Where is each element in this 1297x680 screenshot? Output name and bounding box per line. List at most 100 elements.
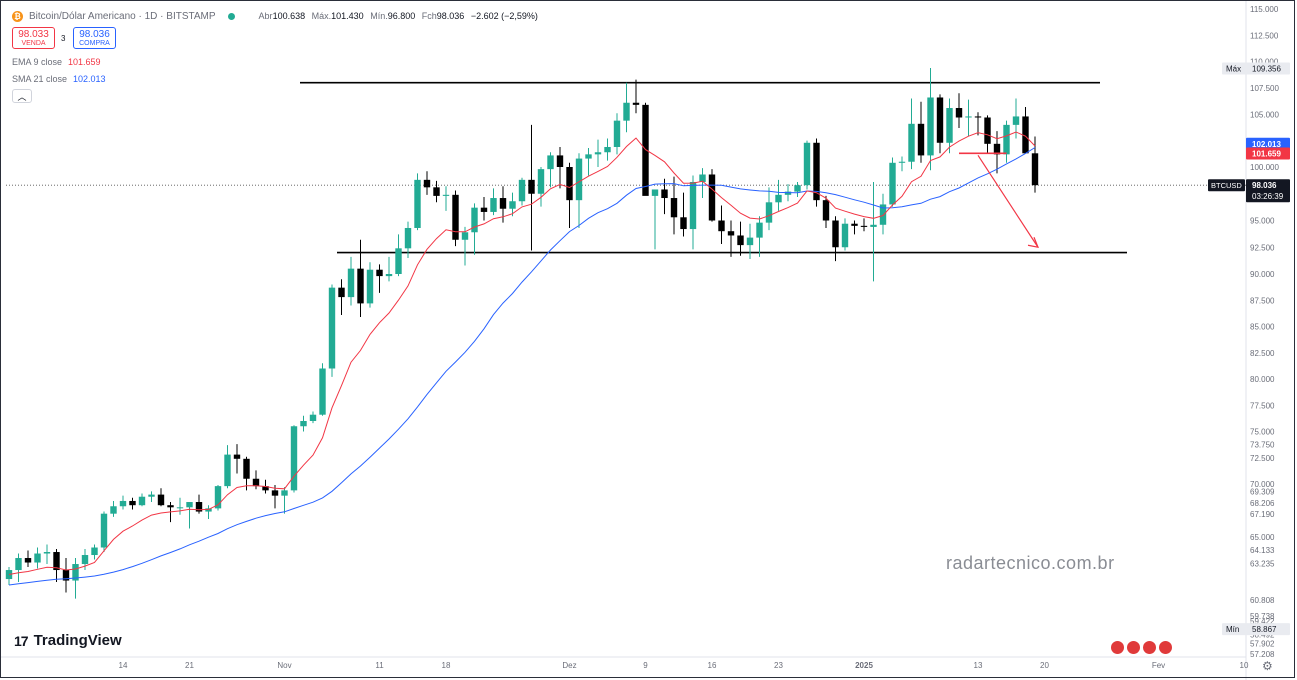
x-tick-label: Fev [1152, 661, 1165, 670]
y-tick-label: 59.738 [1250, 612, 1275, 621]
high-value: 101.430 [331, 11, 364, 21]
y-tick-label: 64.133 [1250, 546, 1275, 555]
candle-body [756, 222, 763, 238]
x-tick-label: 11 [375, 661, 384, 670]
candle-body [632, 102, 640, 105]
candle-body [993, 143, 1001, 155]
y-tick-label: 87.500 [1250, 296, 1275, 305]
max-tag-bg [1222, 62, 1290, 75]
candle-body [167, 505, 174, 508]
y-tick-label: 100.000 [1250, 163, 1279, 172]
candle-body [851, 223, 858, 226]
min-value: 58.867 [1252, 625, 1277, 634]
candle-body [946, 108, 953, 143]
buy-price: 98.036 [79, 29, 110, 40]
y-tick-label: 70.000 [1250, 480, 1275, 489]
ema-label: EMA 9 close [12, 57, 63, 67]
ema-value: 101.659 [68, 57, 101, 67]
events-icons[interactable] [1110, 640, 1173, 655]
symbol-tag-bg [1208, 179, 1245, 192]
candle-body [870, 224, 877, 227]
candle-body [908, 123, 915, 162]
candle-body [252, 478, 260, 487]
economic-event-icon[interactable] [1126, 640, 1141, 655]
candle-body [186, 502, 193, 508]
candle-body [119, 500, 127, 507]
y-tick-label: 80.000 [1250, 375, 1275, 384]
collapse-legend-button[interactable]: ︿ [12, 89, 32, 103]
bitcoin-icon: ₿ [12, 10, 23, 22]
candle-body [452, 194, 459, 240]
candle-body [91, 547, 98, 556]
candle-body [404, 227, 412, 249]
y-tick-label: 85.000 [1250, 323, 1275, 332]
candle-body [376, 269, 383, 277]
candle-body [670, 198, 678, 218]
candle-body [328, 287, 336, 369]
candle-body [689, 181, 697, 230]
candle-body [832, 220, 839, 248]
candle-body [138, 496, 146, 506]
candle-body [271, 490, 279, 496]
candle-body [822, 200, 830, 221]
brand-name: TradingView [33, 632, 122, 649]
y-tick-label: 69.309 [1250, 487, 1275, 496]
candle-body [547, 155, 554, 170]
buy-button[interactable]: 98.036 COMPRA [73, 27, 116, 49]
symbol-title[interactable]: Bitcoin/Dólar Americano · 1D · BITSTAMP [29, 10, 216, 22]
candle-body [5, 570, 13, 580]
candle-body [290, 426, 298, 491]
economic-event-icon[interactable] [1158, 640, 1173, 655]
candle-body [699, 174, 706, 182]
ema9-line [8, 131, 1036, 575]
candle-body [423, 179, 431, 188]
y-tick-label: 115.000 [1250, 5, 1279, 14]
gear-icon[interactable]: ⚙ [1262, 659, 1273, 673]
candle-body [471, 207, 478, 233]
candle-body [395, 248, 402, 274]
buy-label: COMPRA [79, 40, 110, 47]
tradingview-logo[interactable]: 17 TradingView [14, 632, 122, 649]
candle-body [195, 502, 203, 512]
ema-legend[interactable]: EMA 9 close 101.659 [12, 57, 101, 67]
candle-body [936, 97, 944, 143]
watermark: radartecnico.com.br [946, 553, 1115, 573]
candle-body [927, 97, 934, 156]
candle-body [860, 225, 868, 227]
sma-legend[interactable]: SMA 21 close 102.013 [12, 74, 106, 84]
y-tick-label: 59.422 [1250, 617, 1275, 626]
candle-body [613, 120, 621, 147]
candle-body [651, 189, 659, 196]
candle-body [300, 421, 307, 427]
min-tag-bg [1222, 623, 1290, 636]
open-value: 100.638 [272, 11, 306, 21]
candle-body [680, 217, 687, 230]
candle-body [53, 552, 60, 571]
y-tick-label: 90.000 [1250, 270, 1275, 279]
candle-body [243, 458, 250, 479]
candle-body [34, 553, 41, 563]
ema-price-tag: 101.659 [1252, 150, 1281, 159]
sell-button[interactable]: 98.033 VENDA [12, 27, 55, 49]
candle-body [24, 558, 32, 563]
candle-body [518, 179, 526, 202]
y-tick-label: 63.235 [1250, 560, 1275, 569]
economic-event-icon[interactable] [1110, 640, 1125, 655]
candle-body [889, 162, 896, 205]
economic-event-icon[interactable] [1142, 640, 1157, 655]
ema-price-tag-bg [1246, 147, 1290, 160]
y-tick-label: 60.808 [1250, 596, 1275, 605]
x-tick-label: Nov [277, 661, 291, 670]
sma-price-tag: 102.013 [1252, 140, 1281, 149]
y-tick-label: 72.500 [1250, 454, 1275, 463]
candle-body [433, 187, 440, 196]
y-tick-label: 112.500 [1250, 31, 1279, 40]
candle-body [566, 167, 573, 201]
candle-body [100, 513, 108, 548]
candle-body [309, 414, 317, 421]
y-tick-label: 95.000 [1250, 217, 1275, 226]
y-tick-label: 82.500 [1250, 349, 1275, 358]
candle-body [62, 570, 70, 581]
market-open-icon [227, 12, 235, 20]
